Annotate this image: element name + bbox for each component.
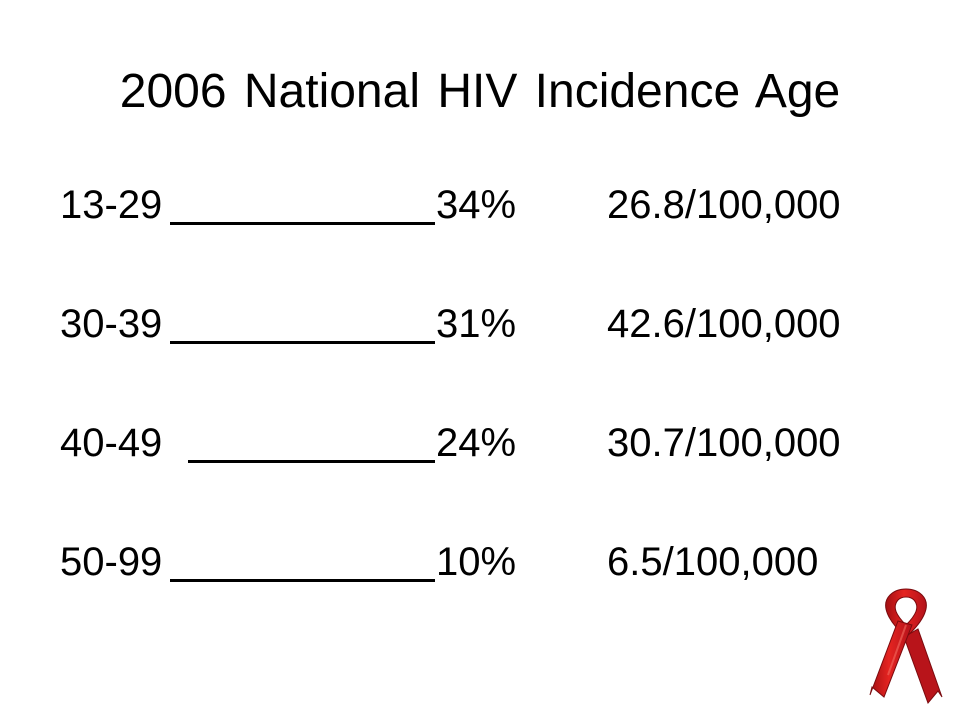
age-group: 50-99	[60, 540, 163, 584]
slide-title: 2006 National HIV Incidence Age	[119, 65, 841, 118]
incidence-row: 30-39 31% 42.6/100,000	[0, 299, 960, 359]
incidence-percent: 31%	[436, 302, 517, 346]
leader-line	[170, 579, 435, 582]
incidence-row: 50-99 10% 6.5/100,000	[0, 537, 960, 597]
leader-line	[188, 460, 435, 463]
age-group: 30-39	[60, 302, 163, 346]
leader-line	[170, 341, 435, 344]
incidence-row: 13-29 34% 26.8/100,000	[0, 180, 960, 240]
incidence-percent: 24%	[436, 421, 517, 465]
incidence-percent: 10%	[436, 540, 517, 584]
incidence-rate: 30.7/100,000	[607, 421, 841, 465]
age-group: 13-29	[60, 183, 163, 227]
incidence-percent: 34%	[436, 183, 517, 227]
incidence-rate: 42.6/100,000	[607, 302, 841, 346]
incidence-rate: 6.5/100,000	[607, 540, 819, 584]
age-group: 40-49	[60, 421, 163, 465]
incidence-row: 40-49 24% 30.7/100,000	[0, 418, 960, 478]
red-awareness-ribbon-icon	[869, 588, 943, 704]
incidence-rate: 26.8/100,000	[607, 183, 841, 227]
leader-line	[170, 222, 435, 225]
